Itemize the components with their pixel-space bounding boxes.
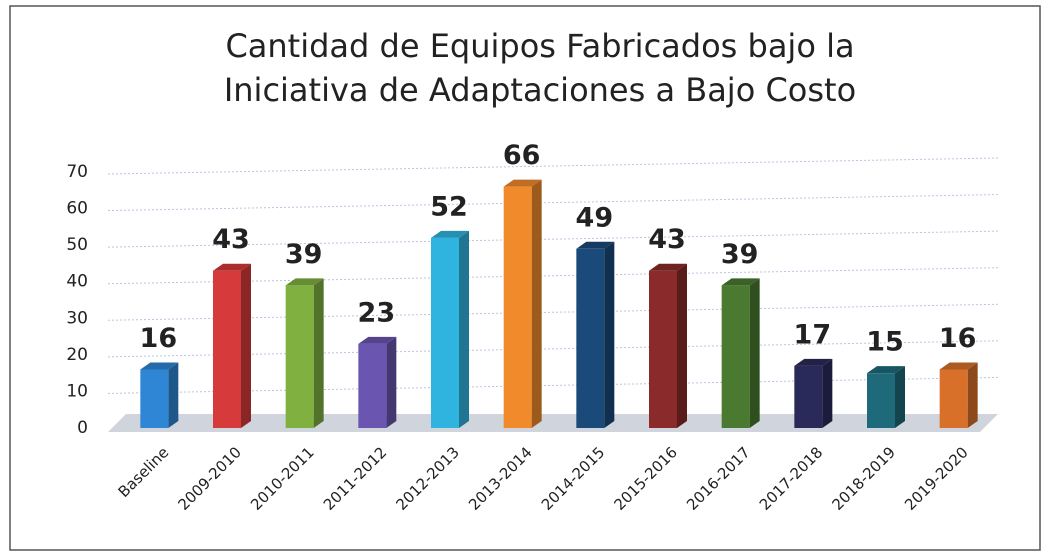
bar-top (939, 362, 978, 370)
y-tick-label: 30 (66, 308, 88, 328)
bar (431, 237, 459, 428)
bar-side (677, 263, 687, 428)
data-label: 52 (430, 191, 468, 222)
grid-line (107, 303, 999, 321)
data-label: 43 (212, 224, 250, 255)
grid-line (107, 267, 999, 285)
bar-top (431, 230, 469, 238)
data-label: 16 (939, 323, 977, 354)
bar-side (895, 366, 905, 428)
y-tick-label: 20 (66, 345, 88, 365)
bar-side (386, 336, 397, 428)
bar-side (241, 263, 251, 428)
bar-side (749, 278, 760, 428)
grid-line (107, 230, 999, 248)
grid-line (107, 376, 999, 394)
bar-top (794, 358, 833, 366)
bar (213, 270, 241, 428)
bar-side (459, 230, 469, 428)
floor (108, 414, 998, 432)
grid-line (107, 194, 999, 212)
bar (794, 365, 823, 428)
bar-top (503, 179, 542, 187)
data-label: 66 (503, 140, 541, 171)
data-label: 39 (721, 239, 759, 270)
data-label: 17 (794, 319, 832, 350)
bar-side (168, 362, 179, 428)
bar (503, 186, 532, 428)
bar (576, 248, 605, 428)
bar-top (140, 362, 179, 370)
bar-top (576, 241, 615, 249)
bar-top (721, 278, 760, 286)
bar-side (313, 278, 324, 428)
y-tick-label: 0 (77, 418, 88, 438)
grid-line (107, 157, 999, 175)
bar-top (285, 278, 324, 286)
data-label: 15 (866, 327, 904, 358)
chart-title: Cantidad de Equipos Fabricados bajo la (225, 27, 854, 65)
bar-top (867, 366, 905, 374)
bar (285, 285, 314, 428)
bar (721, 285, 750, 428)
y-tick-label: 70 (66, 162, 88, 182)
data-label: 43 (648, 224, 686, 255)
bar (939, 369, 968, 428)
bar (140, 369, 169, 428)
data-label: 39 (285, 239, 323, 270)
y-tick-label: 10 (66, 381, 88, 401)
y-tick-label: 40 (66, 272, 88, 292)
chart-title: Iniciativa de Adaptaciones a Bajo Costo (224, 71, 856, 109)
bar (649, 270, 677, 428)
data-label: 23 (358, 297, 396, 328)
bar-top (358, 336, 397, 344)
bar-top (213, 263, 251, 271)
bar-side (822, 358, 833, 428)
data-label: 16 (140, 323, 178, 354)
grid-line (107, 340, 999, 358)
bar (358, 343, 387, 428)
bar-side (967, 362, 978, 428)
bar (867, 373, 895, 428)
bar-side (604, 241, 615, 428)
y-tick-label: 50 (66, 235, 88, 255)
bar-side (531, 179, 542, 428)
data-label: 49 (576, 202, 614, 233)
y-tick-label: 60 (66, 199, 88, 219)
bar-top (649, 263, 687, 271)
